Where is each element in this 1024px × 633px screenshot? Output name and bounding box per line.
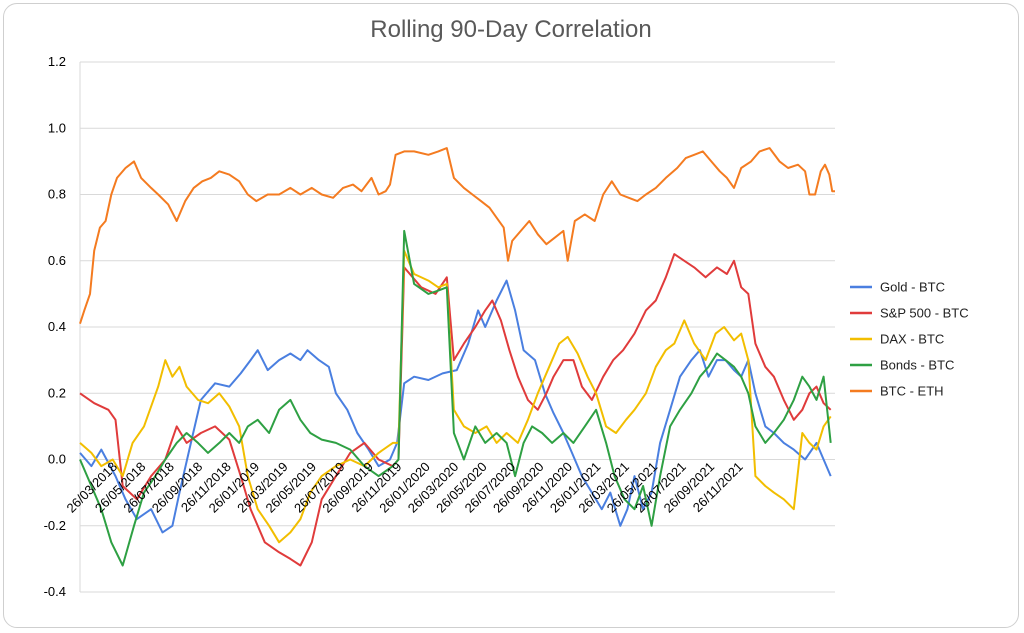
y-axis-ticks: -0.4 -0.2 0.0 0.2 0.4 0.6 0.8 1.0 1.2	[44, 54, 66, 599]
series-line-gold-btc	[79, 279, 832, 534]
series-line-dax-btc	[79, 249, 832, 544]
legend-label-bonds-btc: Bonds - BTC	[880, 358, 954, 373]
series-line-bonds-btc	[79, 229, 832, 567]
y-tick-label: 0.2	[48, 385, 66, 400]
y-tick-label: 0.6	[48, 253, 66, 268]
grid-lines	[79, 61, 835, 593]
chart-title: Rolling 90-Day Correlation	[370, 16, 651, 43]
series-line-s-p-500-btc	[79, 253, 832, 567]
y-tick-label: -0.4	[44, 584, 66, 599]
legend: Gold - BTC S&P 500 - BTC DAX - BTC Bonds - …	[850, 280, 969, 399]
y-tick-label: 0.8	[48, 187, 66, 202]
y-tick-label: 1.2	[48, 54, 66, 69]
y-tick-label: 0.4	[48, 319, 66, 334]
legend-label-btc-eth: BTC - ETH	[880, 384, 944, 399]
series-line-btc-eth	[79, 147, 835, 325]
legend-label-gold-btc: Gold - BTC	[880, 280, 945, 295]
y-tick-label: 1.0	[48, 120, 66, 135]
series-lines	[79, 147, 835, 567]
legend-label-s-p-500-btc: S&P 500 - BTC	[880, 306, 969, 321]
legend-label-dax-btc: DAX - BTC	[880, 332, 944, 347]
y-tick-label: 0.0	[48, 452, 66, 467]
y-tick-label: -0.2	[44, 518, 66, 533]
